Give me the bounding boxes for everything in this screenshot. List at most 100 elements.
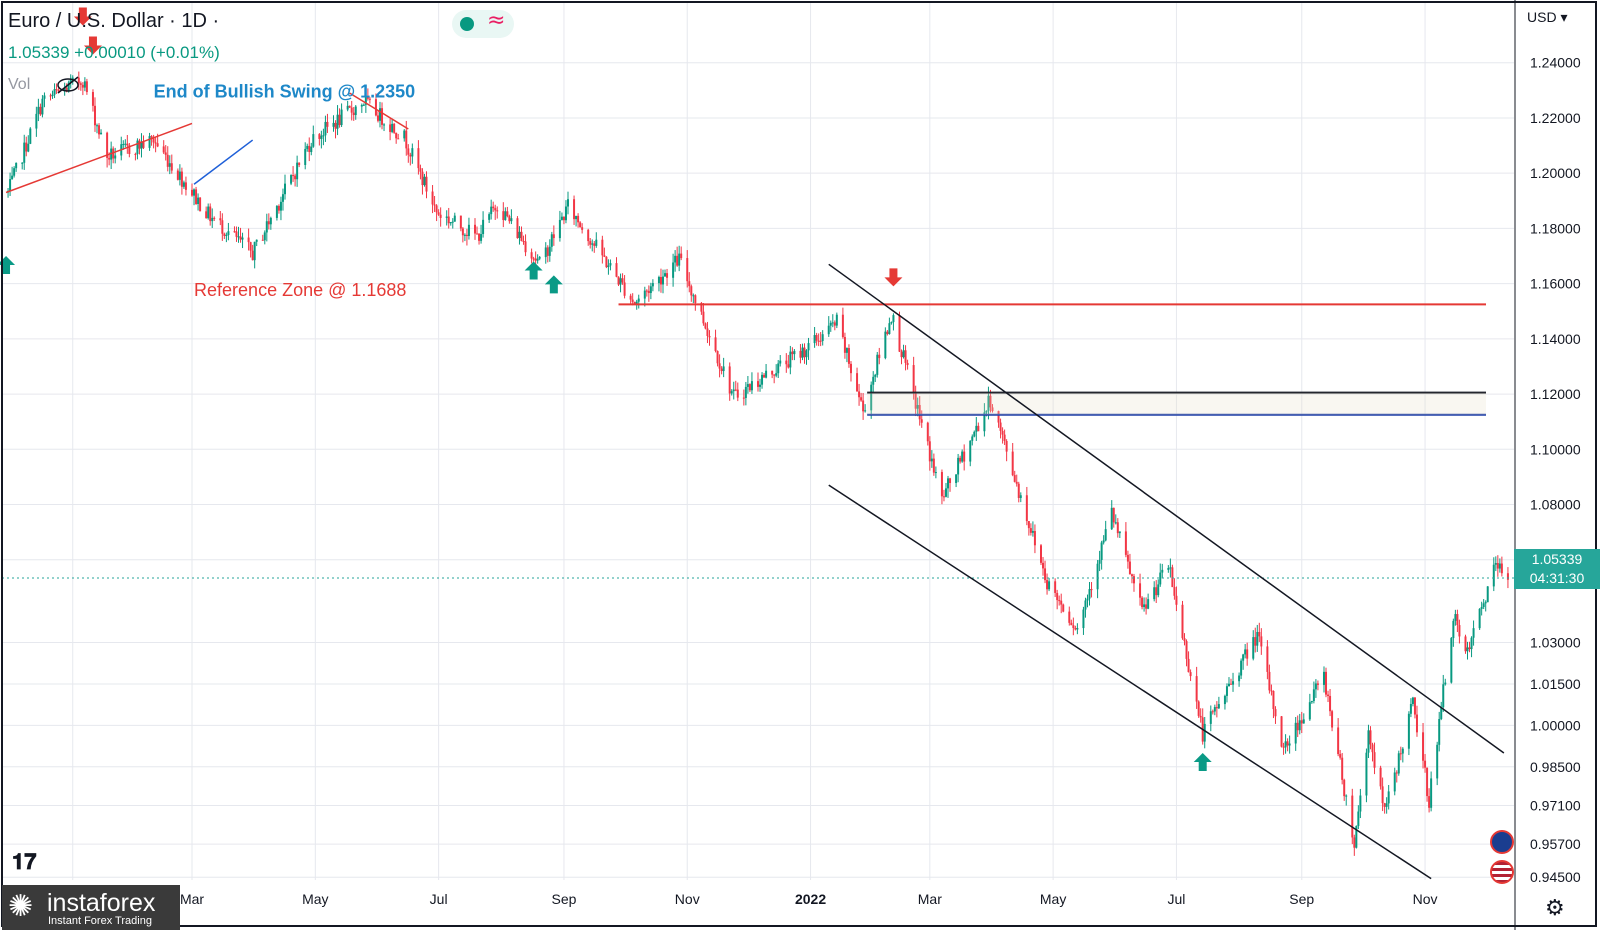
candle-body [312,134,315,147]
candle-body [494,208,497,211]
candle-body [374,99,377,116]
gear-icon[interactable]: ⚙ [1545,896,1565,921]
wave-indicator-icon[interactable]: ≈ [487,8,506,33]
candle-body [742,397,745,399]
candle-body [892,315,895,323]
x-tick-label: Sep [551,891,576,907]
candle-body [548,246,551,256]
candle-body [775,373,778,376]
candle-body [23,142,26,163]
candle-body [1440,707,1443,720]
candle-body [1464,636,1467,652]
candle-body [326,121,329,127]
candle-body [1042,562,1045,569]
candle-body [9,179,12,191]
candle-body [890,322,893,324]
candle-body [1329,695,1332,712]
candle-body [77,77,80,84]
candle-body [1284,741,1287,748]
usd-flag-icon[interactable] [1490,860,1514,884]
candle-body [678,253,681,266]
candle-body [552,234,555,239]
candle-body [1238,675,1241,682]
candle-body [1213,707,1216,712]
candle-body [1027,521,1030,529]
candle-body [651,283,654,287]
candle-body [730,391,733,394]
y-tick-label: 1.14000 [1530,331,1581,347]
candle-body [148,136,151,148]
candle-body [134,153,137,155]
candle-body [765,370,768,378]
candle-body [1039,545,1042,563]
candle-body [973,431,976,437]
candle-body [449,222,452,224]
currency-selector[interactable]: USD ▾ [1527,9,1568,25]
trend-line [349,92,409,130]
candle-body [140,142,143,149]
candle-body [502,211,505,221]
candle-body [403,130,406,139]
candle-body [1054,581,1057,593]
candle-body [1492,564,1495,587]
candle-body [661,276,664,285]
candle-body [827,325,830,335]
volume-label[interactable]: Vol [8,76,31,93]
candle-body [1203,723,1206,742]
candle-body [803,347,806,358]
candle-body [912,365,915,392]
candle-body [898,315,901,352]
eur-flag-icon[interactable] [1490,830,1514,854]
candle-body [298,162,301,165]
candle-body [1019,495,1022,498]
candle-body [1486,586,1489,603]
candle-body [51,94,54,97]
x-tick-label: Mar [180,891,204,907]
candle-body [1225,686,1228,696]
candle-body [1458,625,1461,637]
tradingview-logo-icon[interactable]: 𝟏𝟕 [12,850,37,875]
candle-body [573,199,576,220]
candle-body [704,323,707,329]
candle-body [858,391,861,398]
candle-body [1302,719,1305,724]
x-tick-label: May [1040,891,1066,907]
candle-body [1353,837,1356,848]
candle-body [71,77,74,81]
candle-body [1157,584,1160,596]
candle-body [277,205,280,211]
symbol-title[interactable]: Euro / U.S. Dollar · 1D · [8,10,220,32]
candle-body [813,335,816,344]
candle-body [1381,786,1384,804]
candle-body [1256,631,1259,646]
y-tick-label: 1.03000 [1530,635,1581,651]
candle-body [152,137,155,143]
candle-body [241,237,244,240]
candle-body [560,216,563,220]
candle-body [1422,732,1425,761]
candle-body [193,189,196,196]
candle-body [928,441,931,462]
candle-body [126,143,129,146]
candle-body [1118,531,1121,534]
candle-body [83,81,86,88]
candle-body [221,220,224,234]
candle-body [779,360,782,364]
candle-body [734,389,737,391]
candle-body [702,311,705,324]
candle-body [352,112,355,116]
candle-body [987,395,990,411]
candle-body [686,258,689,282]
candle-body [362,104,365,106]
candle-body [195,189,198,204]
arrow-down-icon [884,268,903,287]
candle-body [516,218,519,239]
trend-line [828,263,1505,754]
candle-body [368,98,371,100]
candle-body [114,155,117,159]
candle-body [934,472,937,474]
candle-body [926,422,929,442]
candle-body [1112,507,1115,523]
candle-body [1442,684,1445,708]
